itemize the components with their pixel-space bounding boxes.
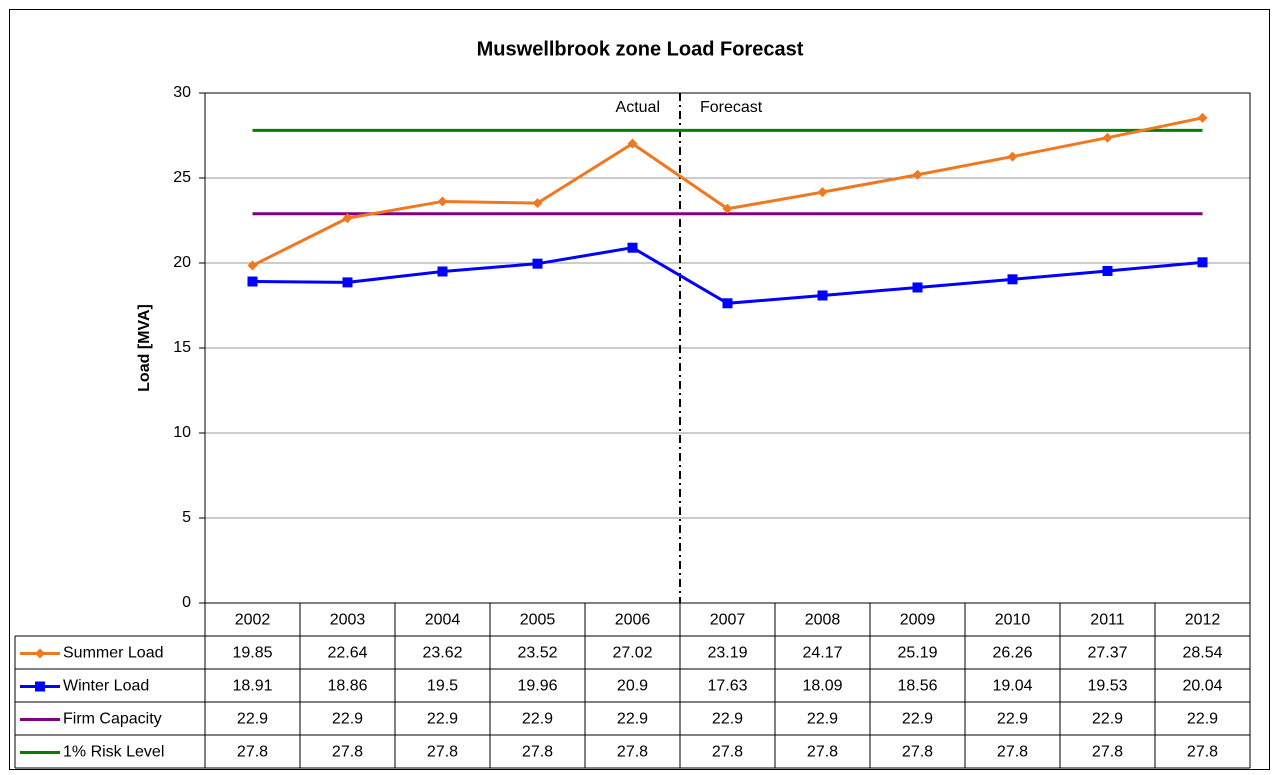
y-tick-label: 0	[182, 594, 191, 611]
y-tick-label: 15	[173, 339, 191, 356]
table-value: 27.8	[237, 744, 268, 761]
table-value: 17.63	[707, 678, 747, 695]
legend-label: Firm Capacity	[63, 711, 162, 728]
x-tick-label: 2004	[425, 612, 461, 629]
table-value: 19.5	[427, 678, 458, 695]
annotation: Actual	[616, 99, 660, 116]
marker	[1197, 257, 1208, 268]
marker	[532, 198, 543, 209]
table-value: 27.8	[522, 744, 553, 761]
y-tick-label: 25	[173, 169, 191, 186]
x-tick-label: 2010	[995, 612, 1031, 629]
table-value: 27.8	[807, 744, 838, 761]
marker	[722, 203, 733, 214]
table-value: 24.17	[802, 645, 842, 662]
table-value: 18.56	[897, 678, 937, 695]
table-value: 19.96	[517, 678, 557, 695]
table-value: 27.8	[1092, 744, 1123, 761]
marker	[1197, 112, 1208, 123]
marker	[912, 282, 923, 293]
table-value: 27.8	[902, 744, 933, 761]
marker	[627, 242, 638, 253]
marker	[1102, 132, 1113, 143]
table-value: 27.8	[617, 744, 648, 761]
table-value: 22.9	[807, 711, 838, 728]
y-tick-label: 20	[173, 254, 191, 271]
x-tick-label: 2005	[520, 612, 556, 629]
table-value: 23.62	[422, 645, 462, 662]
table-value: 22.9	[522, 711, 553, 728]
table-value: 18.09	[802, 678, 842, 695]
marker	[817, 290, 828, 301]
legend-marker	[35, 648, 45, 659]
table-value: 22.9	[332, 711, 363, 728]
table-value: 27.8	[332, 744, 363, 761]
y-tick-label: 30	[173, 84, 191, 101]
table-value: 23.52	[517, 645, 557, 662]
marker	[722, 298, 733, 309]
table-value: 22.9	[617, 711, 648, 728]
chart-title: Muswellbrook zone Load Forecast	[477, 38, 804, 60]
table-value: 22.9	[712, 711, 743, 728]
marker	[342, 213, 353, 224]
table-value: 22.9	[997, 711, 1028, 728]
table-value: 28.54	[1182, 645, 1222, 662]
x-tick-label: 2009	[900, 612, 936, 629]
table-value: 27.8	[1187, 744, 1218, 761]
table-value: 22.9	[1092, 711, 1123, 728]
marker	[532, 258, 543, 269]
table-value: 19.04	[992, 678, 1032, 695]
x-tick-label: 2003	[330, 612, 366, 629]
x-tick-label: 2007	[710, 612, 746, 629]
marker	[437, 266, 448, 277]
table-value: 27.8	[427, 744, 458, 761]
table-value: 22.64	[327, 645, 367, 662]
marker	[247, 260, 258, 271]
legend-label: 1% Risk Level	[63, 744, 164, 761]
legend-marker	[35, 681, 45, 692]
y-axis-label: Load [MVA]	[136, 304, 153, 392]
table-value: 26.26	[992, 645, 1032, 662]
annotation: Forecast	[700, 99, 763, 116]
marker	[1007, 151, 1018, 162]
table-value: 22.9	[427, 711, 458, 728]
marker	[627, 138, 638, 149]
legend-label: Summer Load	[63, 645, 164, 662]
marker	[437, 196, 448, 207]
x-tick-label: 2006	[615, 612, 651, 629]
table-value: 22.9	[237, 711, 268, 728]
y-tick-label: 5	[182, 509, 191, 526]
marker	[1102, 265, 1113, 276]
table-value: 27.37	[1087, 645, 1127, 662]
legend-label: Winter Load	[63, 678, 149, 695]
x-tick-label: 2002	[235, 612, 271, 629]
marker	[817, 187, 828, 198]
table-value: 19.53	[1087, 678, 1127, 695]
table-value: 20.9	[617, 678, 648, 695]
x-tick-label: 2012	[1185, 612, 1221, 629]
marker	[912, 169, 923, 180]
marker	[342, 277, 353, 288]
table-value: 22.9	[1187, 711, 1218, 728]
table-value: 27.8	[712, 744, 743, 761]
table-value: 18.86	[327, 678, 367, 695]
table-value: 20.04	[1182, 678, 1222, 695]
table-value: 22.9	[902, 711, 933, 728]
x-tick-label: 2011	[1090, 612, 1125, 629]
table-value: 23.19	[707, 645, 747, 662]
table-value: 18.91	[232, 678, 272, 695]
table-value: 25.19	[897, 645, 937, 662]
table-value: 19.85	[232, 645, 272, 662]
table-value: 27.8	[997, 744, 1028, 761]
marker	[1007, 274, 1018, 285]
x-tick-label: 2008	[805, 612, 841, 629]
marker	[247, 276, 258, 287]
y-tick-label: 10	[173, 424, 191, 441]
table-value: 27.02	[612, 645, 652, 662]
